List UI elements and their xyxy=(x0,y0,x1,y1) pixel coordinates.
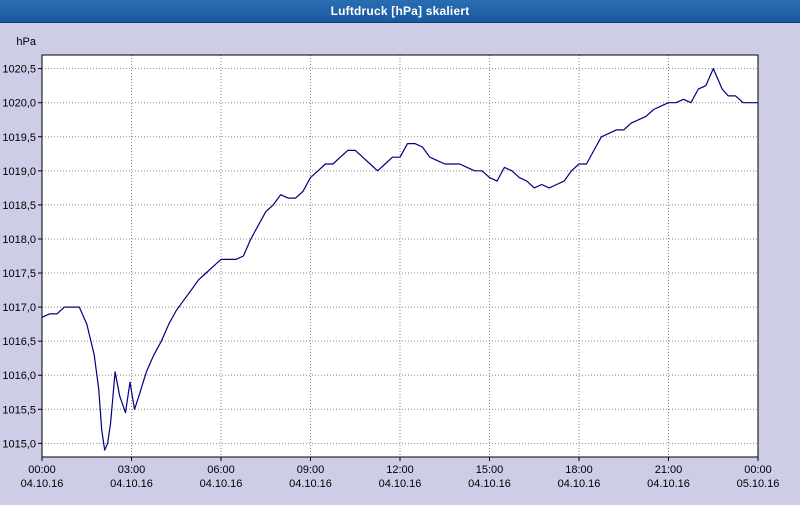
y-tick-label: 1017,5 xyxy=(2,268,36,280)
y-tick-label: 1017,0 xyxy=(2,302,36,314)
x-tick-date-label: 05.10.16 xyxy=(737,478,780,490)
y-tick-label: 1016,5 xyxy=(2,336,36,348)
chart-container: 1020,5 1020,0 1019,5 1019,0 1018,5 1018,0 1017… xyxy=(0,22,800,505)
x-tick-date-label: 04.10.16 xyxy=(647,478,690,490)
y-tick-label: 1015,5 xyxy=(2,404,36,416)
x-tick-date-label: 04.10.16 xyxy=(21,478,64,490)
y-tick-label: 1018,5 xyxy=(2,200,36,212)
plot-border xyxy=(41,54,759,458)
x-tick-date-label: 04.10.16 xyxy=(379,478,422,490)
y-tick-label: 1020,0 xyxy=(2,98,36,110)
x-tick-time-label: 18:00 xyxy=(565,464,593,476)
x-tick-time-label: 00:00 xyxy=(744,464,772,476)
x-tick-date-label: 04.10.16 xyxy=(200,478,243,490)
x-tick-time-label: 09:00 xyxy=(297,464,325,476)
pressure-line-chart: 1020,5 1020,0 1019,5 1019,0 1018,5 1018,0 1017… xyxy=(2,36,780,490)
window-titlebar: Luftdruck [hPa] skaliert xyxy=(0,0,800,23)
y-tick-label: 1019,0 xyxy=(2,166,36,178)
y-tick-label: 1018,0 xyxy=(2,234,36,246)
pressure-series-line xyxy=(41,67,758,451)
y-tick-label: 1015,0 xyxy=(2,438,36,450)
x-tick-time-label: 15:00 xyxy=(476,464,504,476)
x-tick-date-label: 04.10.16 xyxy=(110,478,153,490)
x-tick-time-label: 03:00 xyxy=(118,464,146,476)
y-axis-unit-label: hPa xyxy=(16,36,36,48)
x-tick-time-label: 06:00 xyxy=(207,464,235,476)
y-tick-label: 1016,0 xyxy=(2,370,36,382)
x-tick-date-label: 04.10.16 xyxy=(289,478,332,490)
y-tick-label: 1020,5 xyxy=(2,64,36,76)
x-tick-time-label: 21:00 xyxy=(655,464,683,476)
x-tick-date-label: 04.10.16 xyxy=(558,478,601,490)
x-tick-time-label: 00:00 xyxy=(28,464,56,476)
window-title: Luftdruck [hPa] skaliert xyxy=(330,4,470,18)
x-tick-time-label: 12:00 xyxy=(386,464,414,476)
y-tick-label: 1019,5 xyxy=(2,132,36,144)
x-tick-date-label: 04.10.16 xyxy=(468,478,511,490)
